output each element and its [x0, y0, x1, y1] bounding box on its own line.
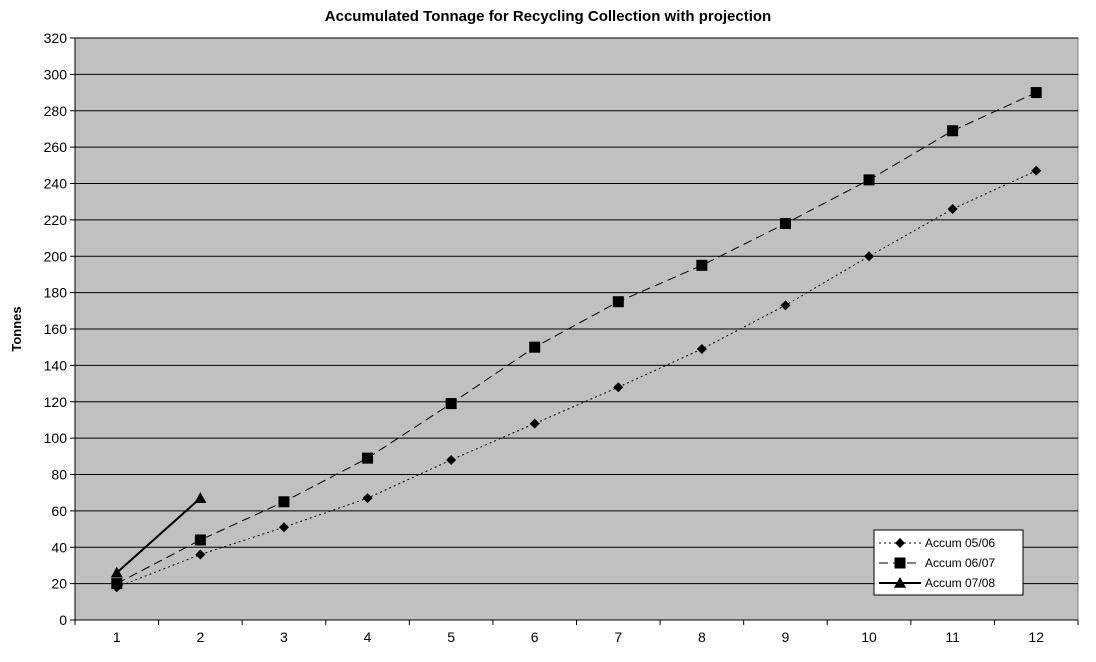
legend-label: Accum 06/07 — [925, 556, 995, 570]
data-point-triangle — [110, 566, 123, 578]
data-point-diamond — [446, 454, 457, 465]
data-point-triangle — [194, 492, 207, 503]
data-point-diamond — [362, 493, 373, 504]
y-axis-label: Tonnes — [9, 306, 24, 351]
legend: Accum 05/06 Accum 06/07 Accum 07/08 — [873, 529, 1024, 596]
y-tick-label: 0 — [59, 612, 67, 628]
data-point-square — [947, 125, 959, 137]
series-3 — [110, 492, 207, 578]
data-point-diamond — [529, 418, 540, 429]
x-tick-label: 5 — [447, 629, 455, 645]
data-point-square — [612, 296, 624, 308]
chart-title: Accumulated Tonnage for Recycling Collec… — [325, 8, 771, 25]
data-point-square — [278, 496, 290, 508]
data-point-square — [529, 341, 541, 353]
y-tick-label: 220 — [44, 212, 68, 228]
x-tick-label: 3 — [280, 629, 288, 645]
x-tick-label: 11 — [945, 629, 960, 645]
data-point-square — [111, 578, 123, 590]
x-tick-label: 6 — [531, 629, 539, 645]
y-tick-label: 280 — [44, 103, 68, 119]
x-tick-label: 10 — [861, 629, 877, 645]
x-tick-label: 4 — [364, 629, 372, 645]
x-tick-label: 9 — [782, 629, 790, 645]
data-point-square — [696, 259, 708, 271]
x-tick-label: 12 — [1028, 629, 1044, 645]
y-tick-label: 60 — [51, 503, 67, 519]
legend-entry: Accum 07/08 — [879, 576, 995, 590]
y-tick-label: 40 — [51, 539, 67, 555]
data-point-square — [1030, 87, 1042, 99]
legend-entry: Accum 05/06 — [879, 536, 995, 550]
series-line — [116, 497, 202, 574]
legend-marker-diamond — [895, 538, 905, 548]
legend-label: Accum 05/06 — [925, 536, 995, 550]
legend-marker-triangle — [894, 577, 906, 588]
data-point-square — [445, 398, 457, 410]
y-tick-label: 300 — [44, 66, 68, 82]
data-point-diamond — [947, 203, 958, 214]
y-tick-label: 140 — [44, 357, 68, 373]
y-tick-label: 260 — [44, 139, 68, 155]
data-point-diamond — [613, 382, 624, 393]
data-point-square — [362, 452, 374, 464]
legend-entry: Accum 06/07 — [879, 556, 995, 570]
legend-label: Accum 07/08 — [925, 576, 995, 590]
y-tick-label: 180 — [44, 285, 68, 301]
series-line — [116, 92, 1037, 585]
y-tick-label: 120 — [44, 394, 68, 410]
data-point-square — [194, 534, 206, 546]
axes: 0 20 40 60 80 100 120 140 160 180 200 220 240 260 280 3… — [44, 30, 1079, 645]
data-point-diamond — [864, 251, 875, 262]
y-tick-label: 20 — [51, 576, 67, 592]
data-point-diamond — [195, 549, 206, 560]
series-group — [110, 87, 1042, 593]
x-tick-label: 1 — [113, 629, 121, 645]
data-point-square — [779, 218, 791, 230]
data-point-diamond — [696, 344, 707, 355]
x-tick-label: 8 — [698, 629, 706, 645]
y-tick-label: 240 — [44, 176, 68, 192]
y-tick-label: 160 — [44, 321, 68, 337]
legend-marker-square — [894, 557, 906, 569]
y-tick-label: 80 — [51, 467, 67, 483]
data-point-diamond — [780, 300, 791, 311]
y-tick-label: 200 — [44, 248, 68, 264]
y-tick-label: 320 — [44, 30, 68, 46]
x-tick-label: 2 — [196, 629, 204, 645]
x-tick-label: 7 — [614, 629, 622, 645]
data-point-square — [863, 174, 875, 186]
data-point-diamond — [278, 522, 289, 533]
data-point-diamond — [1031, 165, 1042, 176]
y-tick-label: 100 — [44, 430, 68, 446]
series-2 — [111, 87, 1042, 590]
